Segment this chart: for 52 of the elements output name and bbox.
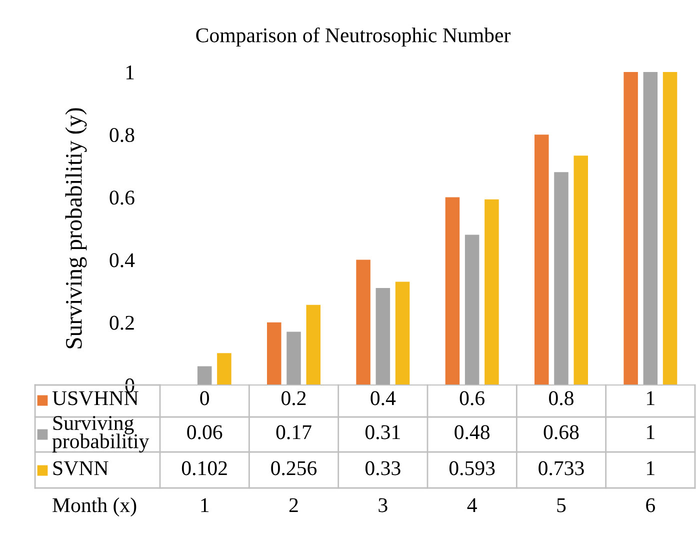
bar (464, 234, 480, 385)
x-tick-label: 6 (646, 498, 656, 512)
data-label: 0.4 (370, 391, 396, 406)
bar (395, 282, 410, 385)
legend-label: SVNN (53, 461, 108, 476)
bar (574, 156, 588, 385)
x-tick-label: 3 (378, 498, 388, 512)
data-label: 0.17 (276, 425, 312, 440)
bar (484, 199, 499, 385)
data-label: 0.06 (187, 425, 222, 440)
data-label: 0 (200, 391, 209, 406)
x-tick-label: 4 (467, 498, 477, 512)
x-axis-title: Month (x) (52, 498, 136, 516)
data-label: 0.48 (454, 425, 490, 440)
bar (356, 260, 370, 385)
bar (376, 288, 390, 385)
y-tick-label: 0.8 (110, 128, 134, 142)
y-tick-label: 0.2 (110, 316, 134, 330)
data-label: 1 (647, 425, 654, 440)
y-tick-label: 0.4 (110, 253, 135, 268)
data-label: 0.593 (449, 461, 495, 476)
x-tick-label: 5 (557, 498, 566, 512)
legend-label: Surviving probabilitiy (52, 416, 150, 453)
legend-label: USVHNN (52, 391, 138, 406)
data-label: 0.31 (365, 425, 400, 440)
data-label: 0.6 (460, 391, 484, 406)
bar (643, 72, 658, 385)
data-label: 0.2 (282, 391, 306, 406)
x-tick-label: 1 (201, 498, 209, 512)
bar (624, 72, 638, 385)
data-label: 1 (647, 391, 654, 406)
data-label: 0.733 (538, 461, 584, 476)
bar (662, 72, 678, 385)
data-label: 0.102 (182, 461, 227, 476)
data-label: 0.33 (365, 461, 400, 476)
data-label: 1 (647, 461, 654, 476)
bar (286, 332, 301, 385)
x-tick-label: 2 (289, 498, 298, 512)
data-label: 0.8 (549, 391, 574, 406)
bar (267, 322, 282, 385)
bar (534, 134, 549, 385)
y-tick-label: 0.6 (110, 190, 134, 205)
y-tick-label: 1 (126, 65, 134, 80)
bar (197, 366, 212, 385)
bar (217, 353, 232, 385)
bar (306, 304, 320, 385)
data-label: 0.256 (271, 461, 317, 476)
bar (554, 172, 568, 385)
data-label: 0.68 (544, 425, 579, 440)
chart-title: Comparison of Neutrosophic Number (196, 27, 510, 47)
y-axis-title: Surviving probabilitiy (y) (65, 108, 87, 348)
bar (445, 197, 460, 385)
